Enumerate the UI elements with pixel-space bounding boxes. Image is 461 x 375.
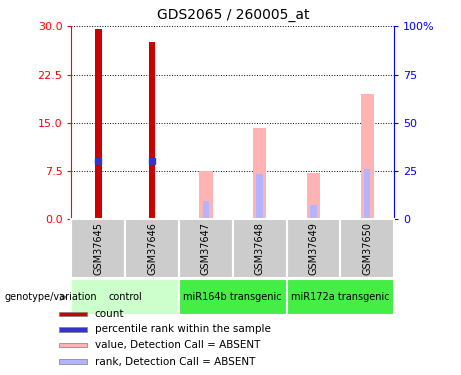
Bar <box>95 30 101 219</box>
Bar <box>364 169 371 219</box>
Text: rank, Detection Call = ABSENT: rank, Detection Call = ABSENT <box>95 357 255 367</box>
Title: GDS2065 / 260005_at: GDS2065 / 260005_at <box>157 9 309 22</box>
Bar <box>256 174 263 219</box>
Text: percentile rank within the sample: percentile rank within the sample <box>95 324 271 334</box>
Bar <box>253 128 266 219</box>
Text: GSM37647: GSM37647 <box>201 222 211 275</box>
Bar <box>233 219 287 278</box>
Bar <box>310 205 317 219</box>
Bar <box>125 219 179 278</box>
Bar <box>71 219 125 278</box>
Text: GSM37650: GSM37650 <box>362 222 372 275</box>
Bar <box>71 279 179 315</box>
Text: GSM37645: GSM37645 <box>93 222 103 275</box>
Text: GSM37649: GSM37649 <box>308 222 319 275</box>
Text: count: count <box>95 309 124 319</box>
Bar <box>179 219 233 278</box>
Text: GSM37646: GSM37646 <box>147 222 157 275</box>
Bar <box>59 327 87 332</box>
Bar <box>179 279 287 315</box>
Bar <box>361 94 374 219</box>
Text: control: control <box>108 292 142 302</box>
Bar <box>340 219 394 278</box>
Bar <box>199 171 213 219</box>
Bar <box>203 201 209 219</box>
Text: genotype/variation: genotype/variation <box>5 292 97 302</box>
Bar <box>59 359 87 364</box>
Text: miR164b transgenic: miR164b transgenic <box>183 292 282 302</box>
Bar <box>287 219 340 278</box>
Bar <box>59 312 87 316</box>
Bar <box>149 42 155 219</box>
Bar <box>287 279 394 315</box>
Bar <box>59 343 87 347</box>
Bar <box>307 173 320 219</box>
Text: GSM37648: GSM37648 <box>254 222 265 275</box>
Text: miR172a transgenic: miR172a transgenic <box>291 292 390 302</box>
Text: value, Detection Call = ABSENT: value, Detection Call = ABSENT <box>95 340 260 350</box>
